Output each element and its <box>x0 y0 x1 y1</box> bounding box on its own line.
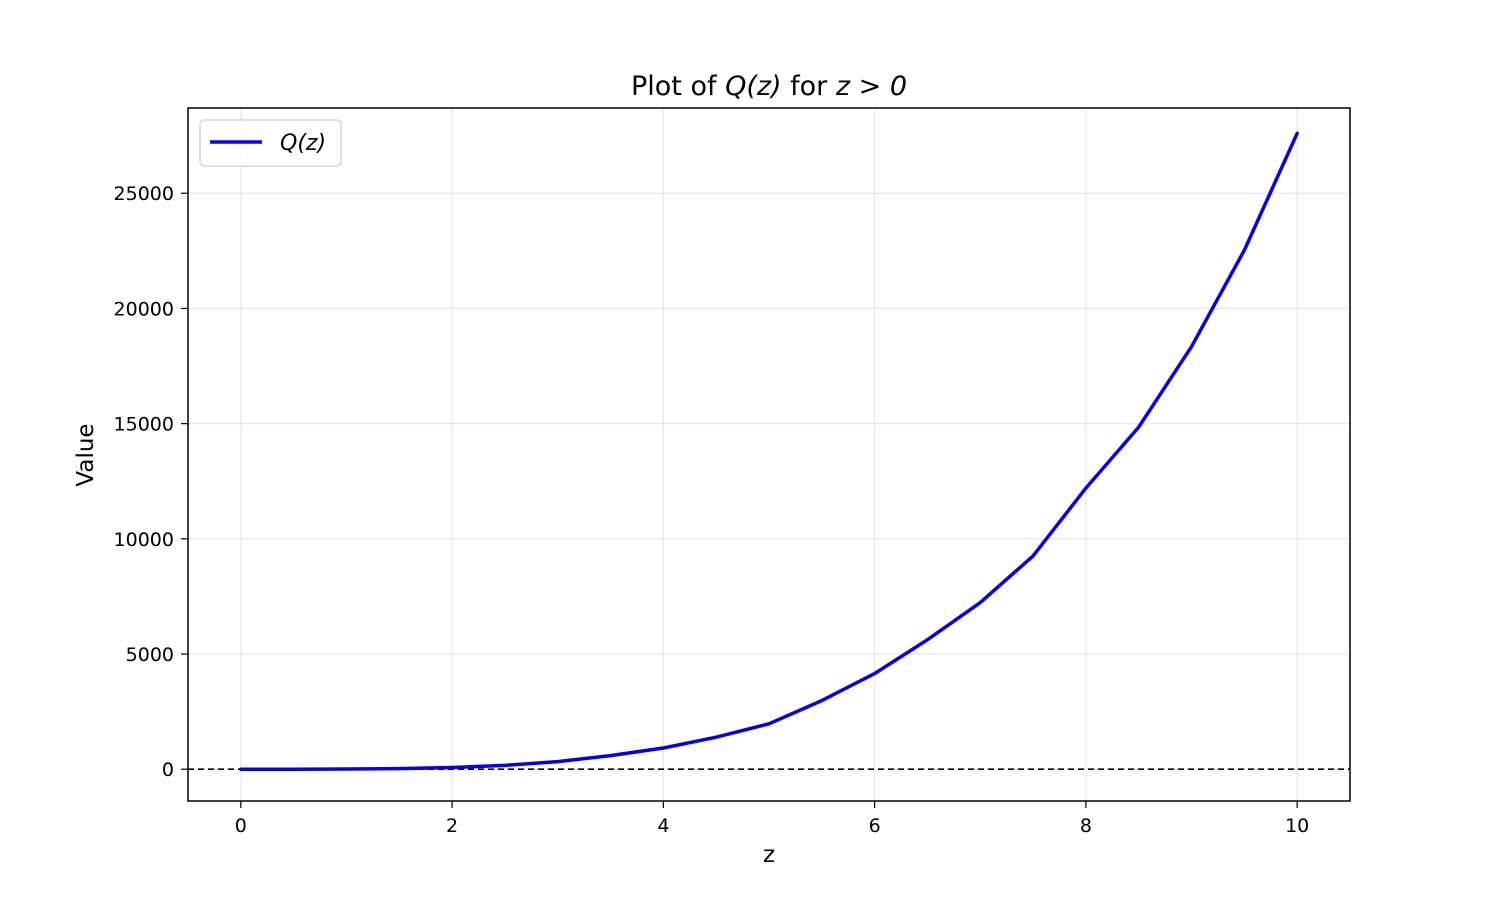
title-math: Q(z) <box>725 71 782 102</box>
y-axis: 0 5000 10000 15000 20000 25000 <box>114 183 188 781</box>
x-tick-label: 8 <box>1080 815 1092 837</box>
title-part: for <box>782 71 836 102</box>
y-tick-label: 10000 <box>114 529 174 551</box>
series-group <box>239 131 1299 771</box>
x-axis: 0 2 4 6 8 10 <box>235 801 1309 837</box>
title-part: Plot of <box>631 71 725 102</box>
y-tick-label: 15000 <box>114 414 174 436</box>
y-tick-label: 20000 <box>114 298 174 320</box>
series-line-q <box>239 131 1299 771</box>
chart-title: Plot of Q(z) for z > 0 <box>631 71 907 102</box>
x-axis-label: z <box>763 842 775 868</box>
plot-frame <box>187 107 1351 802</box>
y-tick-label: 25000 <box>114 183 174 205</box>
x-tick-label: 0 <box>235 815 247 837</box>
legend-label: Q(z) <box>280 131 326 156</box>
grid <box>188 108 1350 801</box>
y-axis-label: Value <box>73 423 99 486</box>
x-tick-label: 6 <box>869 815 881 837</box>
legend-box <box>199 119 342 167</box>
legend: Q(z) <box>199 119 342 167</box>
y-tick-label: 0 <box>162 759 174 781</box>
x-tick-label: 10 <box>1285 815 1309 837</box>
y-tick-label: 5000 <box>126 644 174 666</box>
x-tick-label: 4 <box>657 815 669 837</box>
title-math: z > 0 <box>835 71 907 102</box>
x-tick-label: 2 <box>446 815 458 837</box>
